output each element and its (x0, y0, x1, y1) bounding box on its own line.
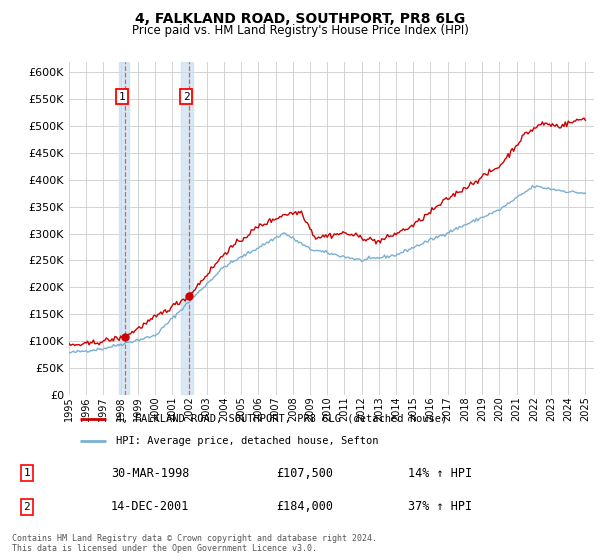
Text: 30-MAR-1998: 30-MAR-1998 (111, 466, 190, 480)
Text: £107,500: £107,500 (276, 466, 333, 480)
Text: 1: 1 (119, 91, 125, 101)
Text: 4, FALKLAND ROAD, SOUTHPORT, PR8 6LG: 4, FALKLAND ROAD, SOUTHPORT, PR8 6LG (135, 12, 465, 26)
Text: 37% ↑ HPI: 37% ↑ HPI (408, 500, 472, 514)
Text: HPI: Average price, detached house, Sefton: HPI: Average price, detached house, Seft… (116, 436, 379, 446)
Text: £184,000: £184,000 (276, 500, 333, 514)
Text: 14-DEC-2001: 14-DEC-2001 (111, 500, 190, 514)
Text: 2: 2 (183, 91, 190, 101)
Text: Contains HM Land Registry data © Crown copyright and database right 2024.
This d: Contains HM Land Registry data © Crown c… (12, 534, 377, 553)
Text: 1: 1 (23, 468, 31, 478)
Text: 2: 2 (23, 502, 31, 512)
Text: 4, FALKLAND ROAD, SOUTHPORT, PR8 6LG (detached house): 4, FALKLAND ROAD, SOUTHPORT, PR8 6LG (de… (116, 414, 448, 424)
Text: 14% ↑ HPI: 14% ↑ HPI (408, 466, 472, 480)
Text: Price paid vs. HM Land Registry's House Price Index (HPI): Price paid vs. HM Land Registry's House … (131, 24, 469, 37)
Bar (119, 62, 129, 395)
Bar (181, 62, 193, 395)
